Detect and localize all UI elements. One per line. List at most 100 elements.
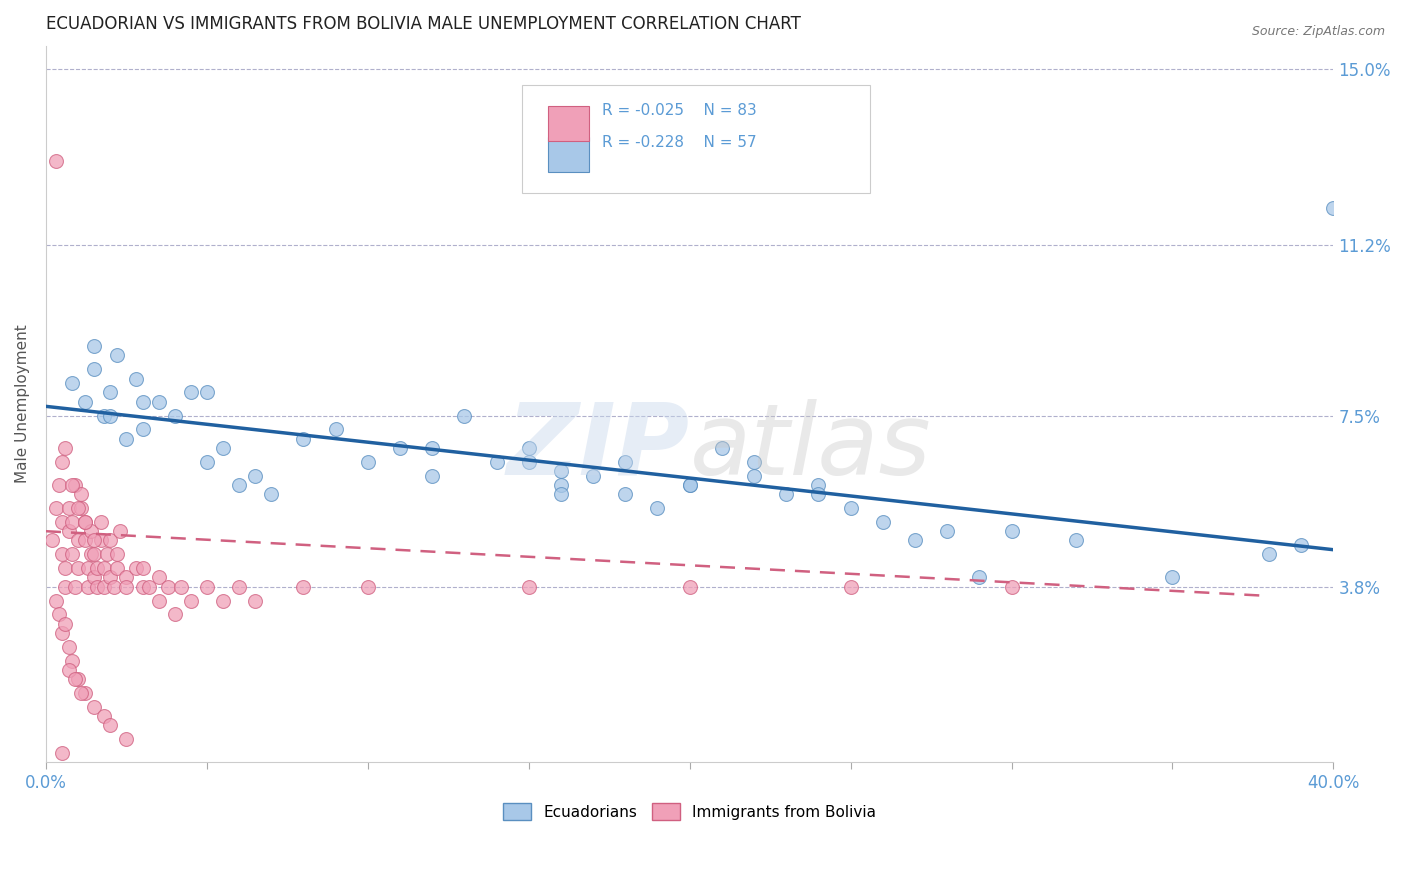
Point <box>73 515 96 529</box>
Point <box>1064 533 1087 548</box>
Point <box>357 580 380 594</box>
Point <box>51 626 73 640</box>
Point <box>45 501 67 516</box>
Point <box>212 593 235 607</box>
Point <box>70 686 93 700</box>
Text: ZIP: ZIP <box>506 399 690 496</box>
Point <box>148 593 170 607</box>
Point <box>103 580 125 594</box>
Text: R = -0.228    N = 57: R = -0.228 N = 57 <box>602 135 756 150</box>
Point <box>163 607 186 622</box>
Point <box>53 441 76 455</box>
Point <box>517 455 540 469</box>
Point <box>195 385 218 400</box>
Point <box>647 501 669 516</box>
Point <box>67 561 90 575</box>
Point <box>63 478 86 492</box>
Point <box>148 394 170 409</box>
Point <box>839 580 862 594</box>
Text: ECUADORIAN VS IMMIGRANTS FROM BOLIVIA MALE UNEMPLOYMENT CORRELATION CHART: ECUADORIAN VS IMMIGRANTS FROM BOLIVIA MA… <box>46 15 801 33</box>
Point <box>60 654 83 668</box>
Point <box>389 441 412 455</box>
Point <box>936 524 959 539</box>
Point <box>115 432 138 446</box>
Point <box>67 672 90 686</box>
Point <box>90 515 112 529</box>
Point <box>115 570 138 584</box>
Point <box>60 376 83 391</box>
Point <box>228 478 250 492</box>
Text: atlas: atlas <box>690 399 931 496</box>
Point <box>679 478 702 492</box>
Point <box>125 561 148 575</box>
Point <box>243 468 266 483</box>
Point <box>45 593 67 607</box>
Point <box>93 409 115 423</box>
Point <box>180 385 202 400</box>
Point <box>63 672 86 686</box>
Point <box>67 533 90 548</box>
Point <box>83 547 105 561</box>
Point <box>550 478 572 492</box>
Point <box>90 533 112 548</box>
Point <box>70 487 93 501</box>
Legend: Ecuadorians, Immigrants from Bolivia: Ecuadorians, Immigrants from Bolivia <box>498 797 882 827</box>
Point <box>98 718 121 732</box>
Point <box>76 580 98 594</box>
FancyBboxPatch shape <box>548 105 589 141</box>
Point <box>212 441 235 455</box>
FancyBboxPatch shape <box>522 85 870 193</box>
Point <box>73 515 96 529</box>
Point <box>53 580 76 594</box>
Point <box>517 580 540 594</box>
Point <box>98 409 121 423</box>
Point <box>105 349 128 363</box>
Point <box>76 561 98 575</box>
Point <box>292 432 315 446</box>
Point <box>614 487 637 501</box>
Point <box>138 580 160 594</box>
Point <box>679 478 702 492</box>
Point <box>48 607 70 622</box>
Point <box>807 487 830 501</box>
Point <box>131 580 153 594</box>
Point <box>115 732 138 747</box>
Point <box>63 580 86 594</box>
Point <box>131 422 153 436</box>
Point <box>60 478 83 492</box>
Point <box>420 441 443 455</box>
Point <box>73 394 96 409</box>
Point <box>86 580 108 594</box>
Point <box>80 524 103 539</box>
Point <box>58 501 80 516</box>
Point <box>93 580 115 594</box>
Point <box>98 385 121 400</box>
Point <box>550 487 572 501</box>
Point <box>115 580 138 594</box>
Point <box>93 709 115 723</box>
Point <box>550 464 572 478</box>
Point <box>108 524 131 539</box>
Point <box>163 409 186 423</box>
Point <box>148 570 170 584</box>
Point <box>83 362 105 376</box>
Point <box>93 561 115 575</box>
Point <box>73 533 96 548</box>
Point <box>98 533 121 548</box>
Point <box>904 533 927 548</box>
Point <box>1000 580 1022 594</box>
Point <box>86 561 108 575</box>
Point <box>243 593 266 607</box>
Point <box>58 663 80 677</box>
Point <box>420 468 443 483</box>
Point <box>73 686 96 700</box>
Text: Source: ZipAtlas.com: Source: ZipAtlas.com <box>1251 25 1385 38</box>
Point <box>58 640 80 654</box>
Point <box>105 547 128 561</box>
Point <box>228 580 250 594</box>
Point <box>98 570 121 584</box>
Point <box>157 580 180 594</box>
Point <box>131 394 153 409</box>
Point <box>67 501 90 516</box>
Point <box>70 501 93 516</box>
